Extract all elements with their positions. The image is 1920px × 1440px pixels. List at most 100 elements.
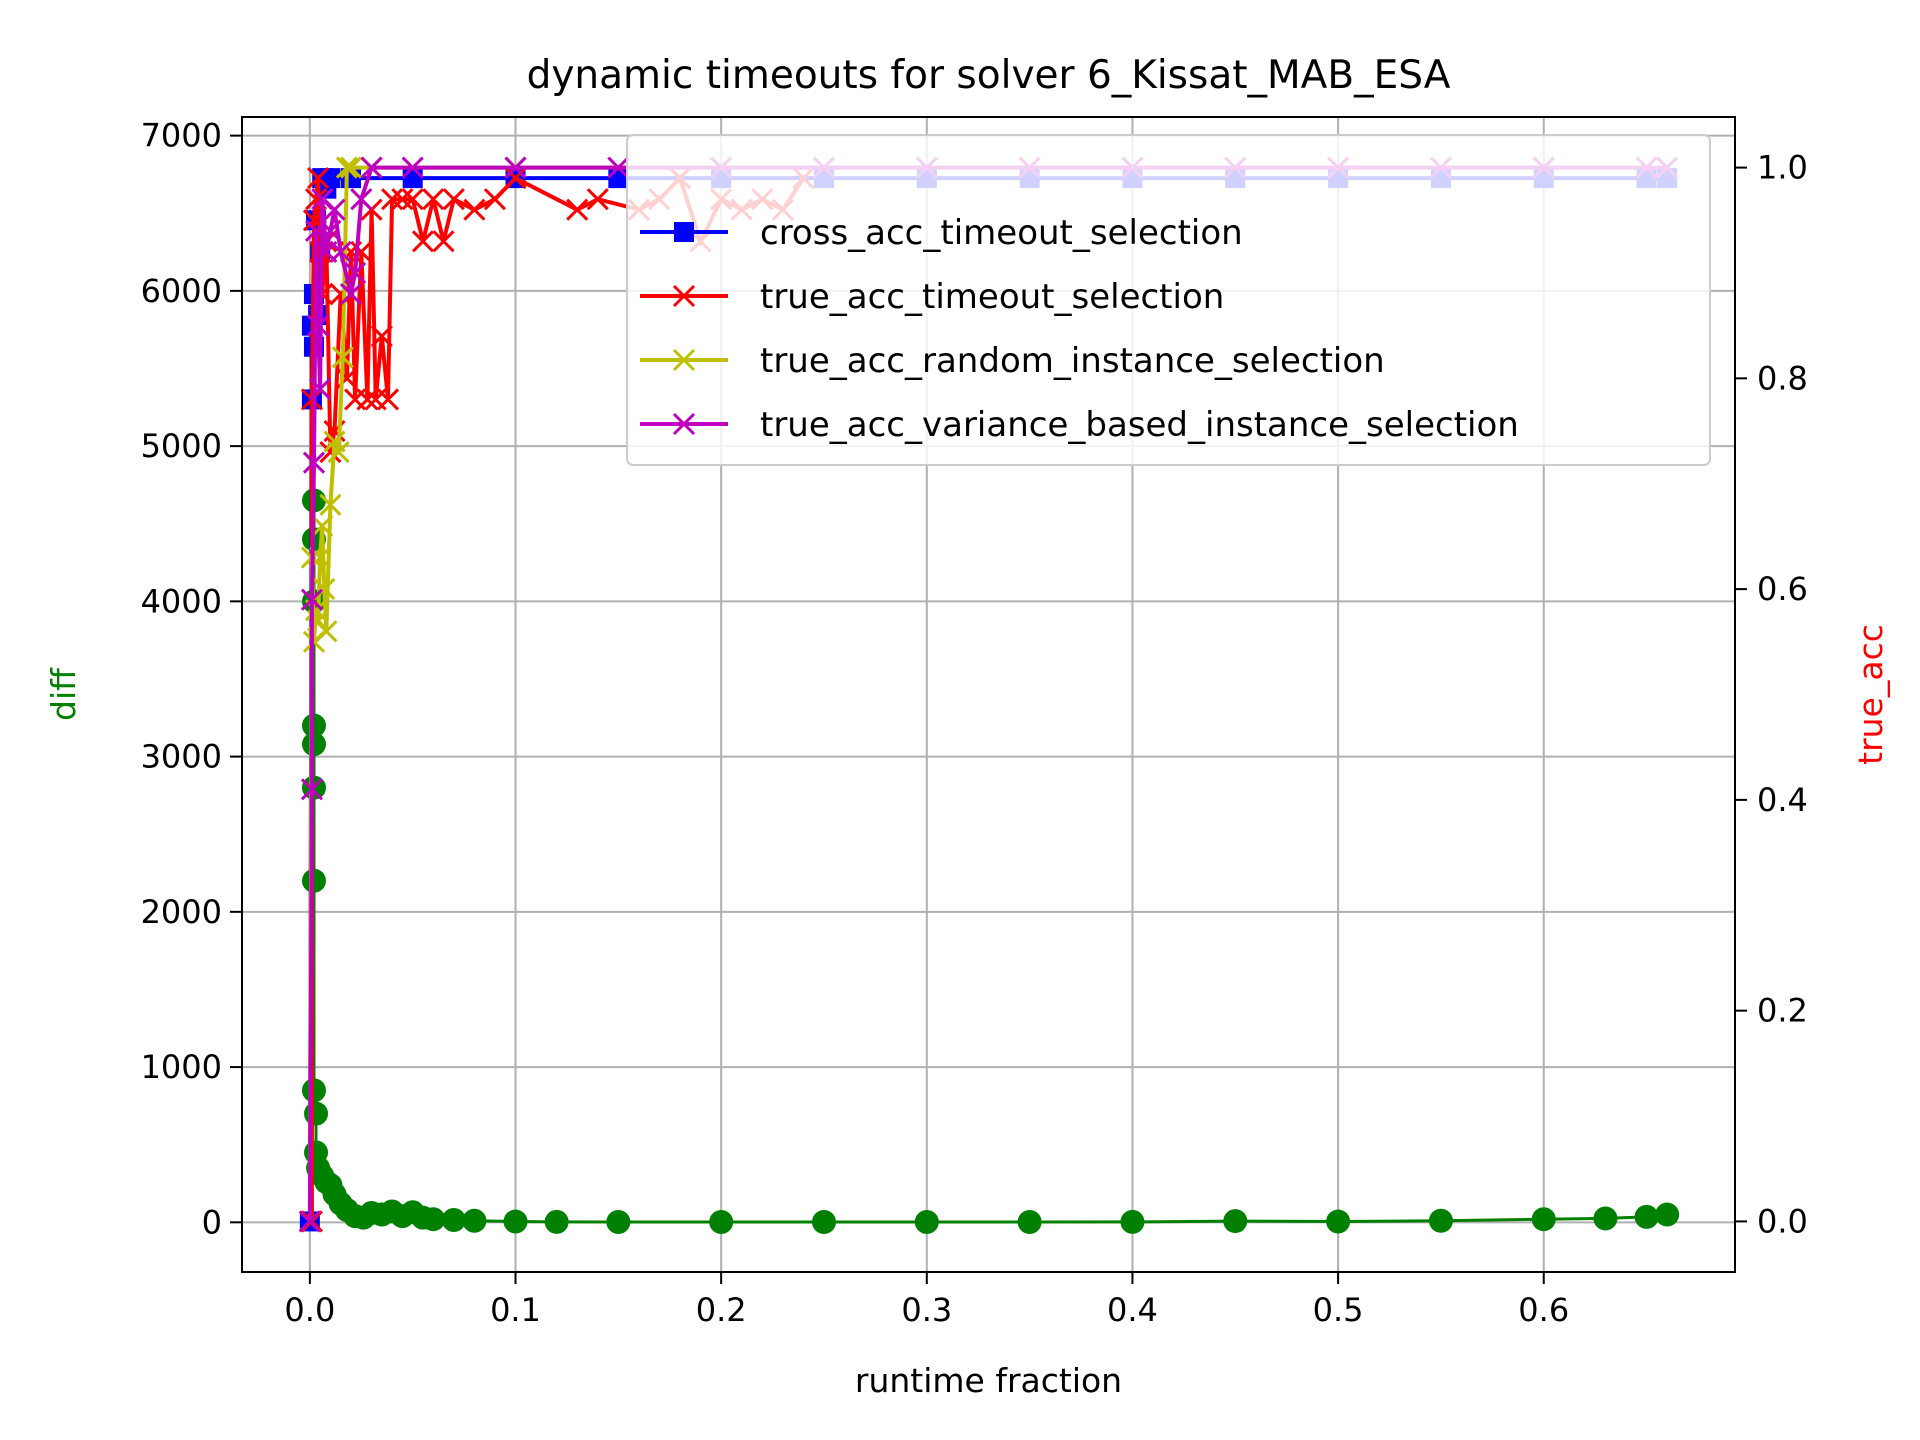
diff-point [1655, 1202, 1680, 1227]
diff-point [1223, 1209, 1248, 1234]
legend-marker [672, 284, 696, 308]
true_acc_variance_based_instance_selection-point [504, 156, 527, 179]
diff-point [503, 1209, 528, 1234]
y-right-tick-label: 0.8 [1757, 359, 1808, 397]
legend-marker [674, 222, 694, 242]
true_acc_variance_based_instance_selection-point [360, 156, 383, 179]
true_acc_random_instance_selection-point [327, 441, 350, 464]
legend: cross_acc_timeout_selection true_acc_time… [626, 134, 1711, 466]
true_acc_timeout_selection-point [356, 388, 379, 411]
true_acc_variance_based_instance_selection-point [300, 778, 323, 801]
cross_acc_timeout_selection-point [320, 168, 341, 189]
x-tick-label: 0.2 [696, 1291, 747, 1329]
cross_acc_timeout_selection-point [608, 168, 629, 189]
true_acc_timeout_selection-point [422, 188, 445, 211]
true_acc_variance_based_instance_selection-point [302, 451, 326, 474]
true_acc_variance_based_instance_selection-point [401, 156, 424, 179]
y-right-tick-label: 0.6 [1757, 570, 1808, 608]
y-left-tick-label: 0 [202, 1203, 222, 1241]
true_acc_variance_based_instance_selection-point [329, 240, 352, 263]
true_acc_timeout_selection-point [586, 188, 609, 211]
diff-point [1531, 1207, 1556, 1232]
diff-point [1120, 1209, 1145, 1234]
x-tick-label: 0.1 [490, 1291, 541, 1329]
true_acc_variance_based_instance_selection-point [344, 261, 367, 285]
y-left-axis-title: diff [44, 667, 83, 721]
true_acc_timeout_selection-point [300, 388, 323, 411]
true_acc_timeout_selection-point [566, 198, 589, 221]
true_acc_random_instance_selection-point [335, 156, 358, 179]
diff-point [304, 1101, 329, 1126]
diff-point [1428, 1208, 1453, 1233]
true_acc_random_instance_selection-point [315, 620, 338, 643]
chart-title: dynamic timeouts for solver 6_Kissat_MAB… [527, 53, 1451, 98]
legend-item: true_acc_variance_based_instance_selecti… [640, 405, 1519, 445]
true_acc_timeout_selection-point [391, 188, 414, 211]
diff-point [1634, 1204, 1659, 1229]
true_acc_timeout_selection-point [442, 188, 465, 211]
true_acc_variance_based_instance_selection-point [300, 588, 323, 611]
diff-point [462, 1208, 487, 1233]
diff-point [301, 713, 326, 738]
true_acc_timeout_selection-point [307, 167, 330, 190]
true_acc_variance_based_instance_selection-point [298, 1210, 321, 1233]
y-left-tick-label: 4000 [141, 582, 222, 620]
true_acc_random_instance_selection-point [311, 514, 334, 537]
legend-marker [672, 348, 696, 372]
legend-label: true_acc_random_instance_selection [760, 341, 1385, 381]
true_acc_variance_based_instance_selection-point [309, 377, 332, 400]
y-left-tick-label: 5000 [141, 427, 222, 465]
y-left-tick-label: 6000 [141, 272, 222, 310]
true_acc_timeout_selection-point [463, 198, 486, 221]
x-tick-label: 0.0 [284, 1291, 335, 1329]
true_acc_random_instance_selection-point [331, 346, 354, 369]
y-left-tick-label: 3000 [141, 738, 222, 776]
legend-box [626, 134, 1711, 466]
x-tick-label: 0.5 [1313, 1291, 1364, 1329]
diff-point [441, 1207, 466, 1232]
x-tick-label: 0.3 [901, 1291, 952, 1329]
true_acc_random_instance_selection-point [319, 493, 342, 516]
legend-item: cross_acc_timeout_selection [640, 213, 1243, 253]
plot-frame [241, 116, 1736, 1273]
y-right-tick-label: 0.0 [1757, 1202, 1808, 1240]
legend-marker [672, 412, 696, 436]
diff-point [1593, 1206, 1618, 1231]
true_acc_variance_based_instance_selection-point [350, 188, 373, 211]
diff-point [301, 868, 326, 893]
x-tick-label: 0.4 [1107, 1291, 1158, 1329]
true_acc_variance_based_instance_selection-point [323, 198, 346, 221]
y-left-tick-label: 2000 [141, 893, 222, 931]
true_acc_variance_based_instance_selection-point [307, 314, 330, 337]
tick-layer: 0.0 0.1 0.2 0.3 0.4 0.5 0.6 0 1000 2000 3000 4000 50… [141, 117, 1808, 1329]
true_acc_timeout_selection-point [381, 188, 404, 211]
x-axis-title: runtime fraction [855, 1361, 1122, 1400]
diff-point [811, 1210, 836, 1235]
true_acc_variance_based_instance_selection-point [319, 219, 342, 242]
y-right-tick-label: 0.4 [1757, 781, 1808, 819]
diff-point [1017, 1210, 1042, 1235]
diff-point [301, 732, 326, 757]
true_acc_timeout_selection-point [504, 167, 527, 190]
y-left-tick-label: 1000 [141, 1048, 222, 1086]
x-tick-label: 0.6 [1518, 1291, 1569, 1329]
diff-point [606, 1210, 631, 1235]
diff-point [914, 1210, 939, 1235]
true_acc_random_instance_selection-point [339, 156, 363, 179]
y-left-tick-label: 7000 [141, 117, 222, 155]
cross_acc_timeout_selection-point [402, 168, 423, 189]
y-right-tick-label: 1.0 [1757, 149, 1808, 187]
legend-label: cross_acc_timeout_selection [760, 213, 1243, 253]
legend-label: true_acc_variance_based_instance_selecti… [760, 405, 1519, 445]
legend-label: true_acc_timeout_selection [760, 277, 1224, 317]
diff-point [301, 1078, 326, 1103]
true_acc_timeout_selection-point [376, 388, 400, 411]
diff-point [421, 1207, 446, 1232]
true_acc_timeout_selection-point [401, 188, 424, 211]
legend-item: true_acc_timeout_selection [640, 277, 1224, 317]
true_acc_timeout_selection-point [432, 230, 455, 253]
y-right-tick-label: 0.2 [1757, 992, 1808, 1030]
diff-point [1326, 1209, 1351, 1234]
